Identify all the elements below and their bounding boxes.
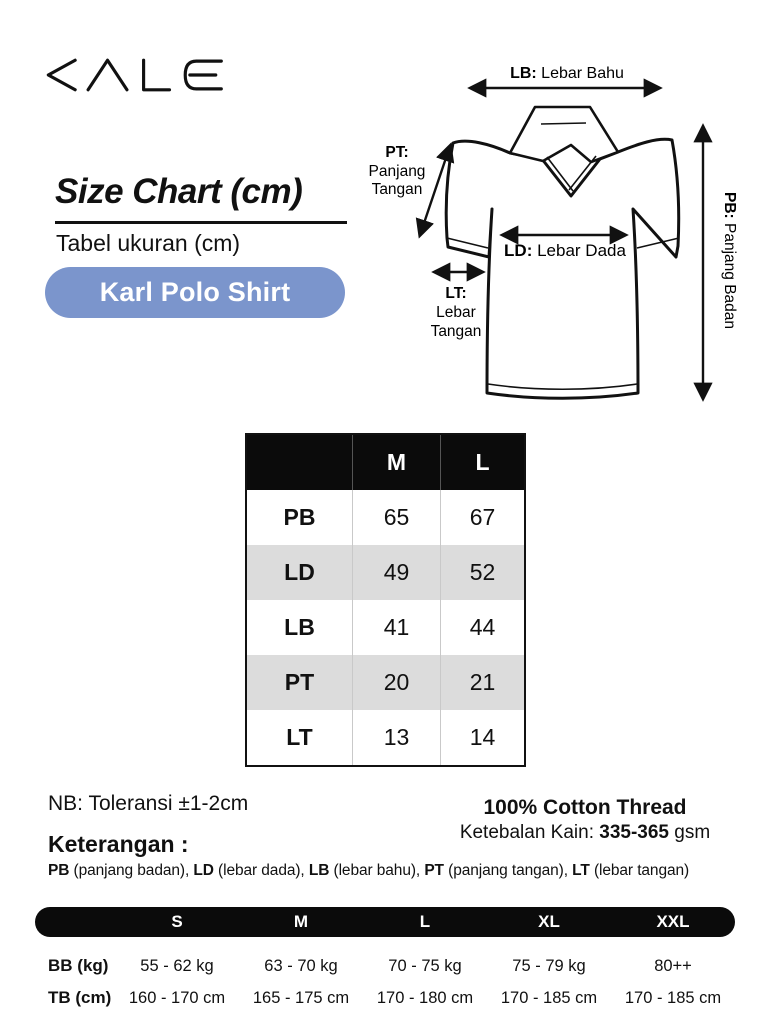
legend-title: Keterangan :	[48, 831, 189, 857]
abbr-lb: LB	[308, 862, 330, 879]
cell-value: 13	[352, 710, 441, 766]
cell-value: 63 - 70 kg	[264, 956, 338, 975]
table-row: PT 20 21	[246, 655, 525, 710]
abbr-pt: PT	[424, 862, 444, 879]
pb-label: PB: Panjang Badan	[721, 192, 738, 329]
cell-value: 14	[440, 710, 525, 766]
cell-value: 170 - 185 cm	[624, 988, 722, 1007]
cell-value: 21	[440, 655, 525, 710]
kale-logo	[40, 56, 225, 99]
cell-value: 67	[440, 490, 525, 545]
ld-label: LD: Lebar Dada	[504, 241, 626, 260]
header-size-s: S	[171, 912, 183, 931]
row-label: PT	[246, 655, 353, 710]
shirt-diagram: LB: Lebar Bahu PT: Panjang Tangan LD: Le…	[355, 55, 769, 435]
product-name-badge: Karl Polo Shirt	[45, 267, 345, 318]
table-header-row: M L	[246, 434, 525, 490]
fabric-thickness-note: Ketebalan Kain: 335-365 gsm	[415, 822, 755, 844]
header-empty-cell	[246, 434, 353, 490]
abbr-pb: PB	[48, 862, 70, 879]
pt-arrow	[415, 142, 455, 239]
title-underline	[55, 221, 347, 224]
cell-value: 41	[352, 600, 441, 655]
body-table-row-weight: BB (kg) 55 - 62 kg 63 - 70 kg 70 - 75 kg…	[35, 956, 735, 976]
pt-label-line1: Panjang	[369, 163, 426, 180]
polo-shirt-diagram-icon: LB: Lebar Bahu PT: Panjang Tangan LD: Le…	[369, 65, 738, 402]
row-label: PB	[283, 504, 316, 530]
body-size-table: S M L XL XXL BB (kg) 55 - 62 kg 63 - 70 …	[35, 907, 735, 1008]
lb-label: LB: Lebar Bahu	[510, 65, 624, 82]
row-label: LD	[246, 545, 353, 600]
lt-label-line2: Tangan	[431, 323, 482, 340]
cell-value: 52	[440, 545, 525, 600]
row-label: LB	[284, 614, 315, 640]
body-table-row-height: TB (cm) 160 - 170 cm 165 - 175 cm 170 - …	[35, 988, 735, 1008]
cell-value: 80++	[654, 956, 692, 975]
header-size-l: L	[419, 912, 431, 931]
row-label: BB (kg)	[48, 956, 109, 975]
table-row: LB 41 44	[246, 600, 525, 655]
material-note: 100% Cotton Thread	[483, 796, 687, 819]
table-row: PB 65 67	[246, 490, 525, 545]
pt-label-line2: Tangan	[372, 181, 423, 198]
fabric-value: 335-365	[599, 822, 669, 843]
row-label: LT	[286, 724, 313, 750]
cell-value: 44	[440, 600, 525, 655]
cell-value: 49	[352, 545, 441, 600]
body-table-header: S M L XL XXL	[35, 907, 735, 937]
fabric-label: Ketebalan Kain:	[459, 822, 600, 843]
header-size-l: L	[440, 434, 525, 490]
header-size-m: M	[293, 912, 309, 931]
page-title: Size Chart (cm)	[55, 172, 303, 211]
pt-label-abbr: PT:	[385, 144, 408, 161]
cell-value: 55 - 62 kg	[140, 956, 214, 975]
header-size-m: M	[352, 434, 441, 490]
cell-value: 20	[352, 655, 441, 710]
page-subtitle: Tabel ukuran (cm)	[56, 230, 241, 256]
tolerance-note: NB: Toleransi ±1-2cm	[48, 792, 249, 815]
cell-value: 170 - 185 cm	[500, 988, 598, 1007]
cell-value: 75 - 79 kg	[512, 956, 586, 975]
row-label: TB (cm)	[48, 988, 112, 1007]
cell-value: 70 - 75 kg	[388, 956, 462, 975]
table-row: LT 13 14	[246, 710, 525, 766]
cell-value: 165 - 175 cm	[252, 988, 350, 1007]
lt-label-line1: Lebar	[436, 304, 476, 321]
cell-value: 160 - 170 cm	[128, 988, 226, 1007]
lt-label-abbr: LT:	[445, 285, 466, 302]
size-measurement-table: M L PB 65 67 LD 49 52 LB 41 44 PT 20	[245, 433, 526, 767]
cell-value: 170 - 180 cm	[376, 988, 474, 1007]
kale-logo-icon	[46, 58, 223, 92]
header-size-xl: XL	[538, 912, 560, 931]
header-size-xxl: XXL	[656, 912, 690, 931]
table-row: LD 49 52	[246, 545, 525, 600]
abbr-ld: LD	[193, 862, 214, 879]
cell-value: 65	[352, 490, 441, 545]
legend-abbreviations: PB (panjang badan), LD (lebar dada), LB …	[48, 862, 690, 879]
product-name: Karl Polo Shirt	[99, 277, 291, 307]
abbr-lt: LT	[572, 862, 590, 879]
fabric-unit: gsm	[669, 822, 711, 843]
